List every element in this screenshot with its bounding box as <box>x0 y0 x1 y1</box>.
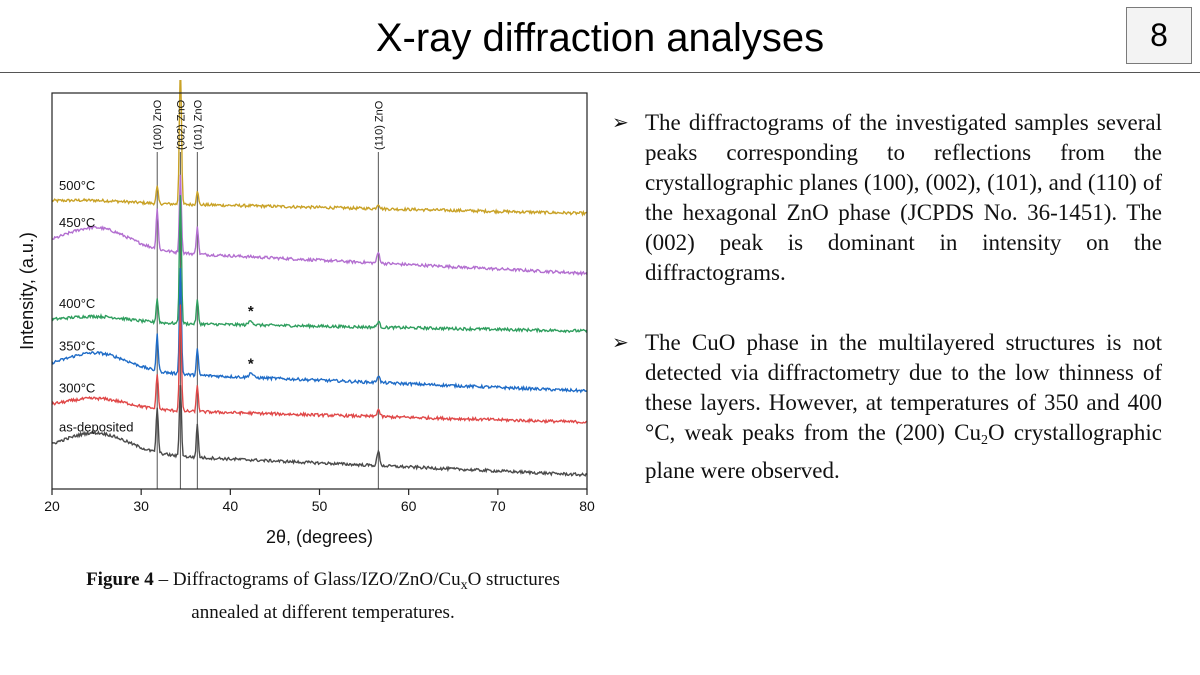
x-tick-label: 30 <box>133 498 149 514</box>
bullet-text: The CuO phase in the multilayered struct… <box>645 330 1162 445</box>
series-label: 300°C <box>59 380 95 395</box>
peak-asterisk: * <box>248 356 254 373</box>
x-tick-label: 80 <box>579 498 595 514</box>
peak-asterisk: * <box>248 303 254 320</box>
series-label: 350°C <box>59 339 95 354</box>
bullet-text: O crystallographic plane were observed. <box>645 420 1162 483</box>
series-lines <box>51 80 588 478</box>
x-tick-label: 40 <box>223 498 239 514</box>
slide-title: X-ray diffraction analyses <box>375 16 825 60</box>
annotations: ** <box>248 303 254 372</box>
y-axis-label: Intensity, (a.u.) <box>17 232 37 350</box>
series-labels: 500°C 450°C 400°C 350°C 300°C as-deposited <box>59 178 133 435</box>
series-line <box>51 304 588 425</box>
bullet-subscript: 2 <box>981 433 988 448</box>
caption-text-1: – Diffractograms of Glass/IZO/ZnO/Cu <box>153 569 461 590</box>
series-line <box>51 174 588 277</box>
series-label: 500°C <box>59 178 95 193</box>
series-label: 400°C <box>59 296 95 311</box>
reference-labels: (100) ZnO (002) ZnO (101) ZnO (110) ZnO <box>152 99 385 150</box>
series-line <box>51 80 588 217</box>
series-label: 450°C <box>59 215 95 230</box>
figure-caption: Figure 4 – Diffractograms of Glass/IZO/Z… <box>60 566 586 626</box>
reference-line-label: (101) ZnO <box>192 99 204 150</box>
page-number: 8 <box>1126 7 1192 64</box>
x-axis-label: 2θ, (degrees) <box>266 527 373 547</box>
title-divider <box>0 72 1200 73</box>
arrow-bullet-icon: ➢ <box>612 332 629 354</box>
caption-subscript: x <box>460 578 468 593</box>
x-tick-label: 50 <box>312 498 328 514</box>
reference-line-label: (002) ZnO <box>175 99 187 150</box>
caption-text-2: O structures annealed at different tempe… <box>191 569 560 623</box>
series-label: as-deposited <box>59 420 133 435</box>
x-tick-label: 70 <box>490 498 506 514</box>
x-tick-label: 60 <box>401 498 417 514</box>
x-axis-ticks: 20 30 40 50 60 70 80 <box>44 489 595 514</box>
reference-line-label: (100) ZnO <box>152 99 164 150</box>
reference-line-label: (110) ZnO <box>373 100 385 150</box>
bullet-text: The diffractograms of the investigated s… <box>645 110 1162 285</box>
caption-label: Figure 4 <box>86 569 154 590</box>
series-line <box>51 267 588 394</box>
series-line <box>51 195 588 334</box>
bullet-item: ➢ The CuO phase in the multilayered stru… <box>612 328 1162 486</box>
xrd-chart: 500°C 450°C 400°C 350°C 300°C as-deposited (1… <box>17 80 595 547</box>
bullet-item: ➢ The diffractograms of the investigated… <box>612 108 1162 288</box>
x-tick-label: 20 <box>44 498 60 514</box>
series-line <box>51 385 588 478</box>
bullet-list: ➢ The diffractograms of the investigated… <box>612 108 1162 486</box>
arrow-bullet-icon: ➢ <box>612 112 629 134</box>
